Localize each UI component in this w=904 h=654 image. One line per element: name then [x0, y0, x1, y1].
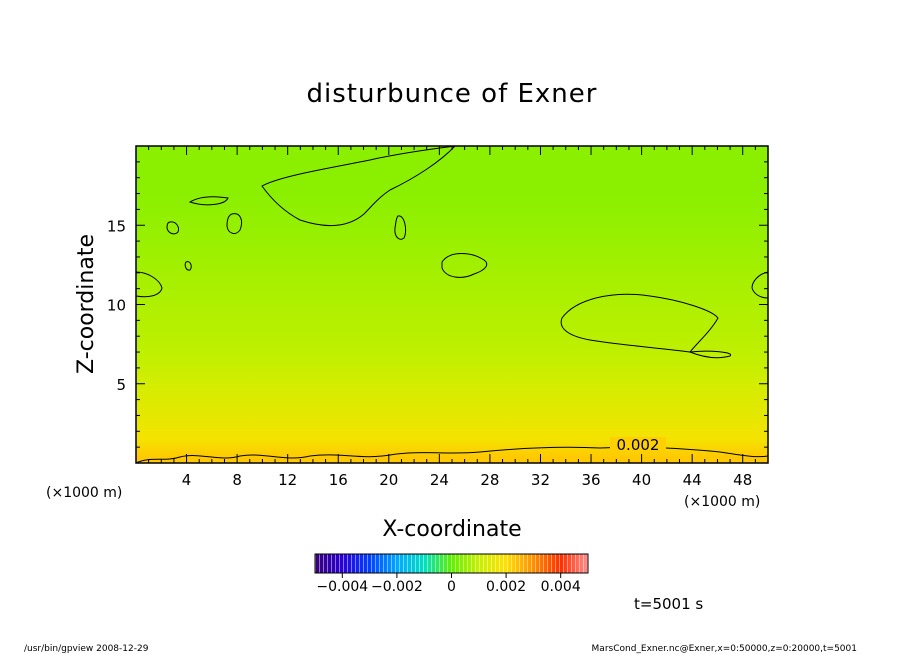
contour-blob-5: [394, 215, 407, 240]
x-axis-label: X-coordinate: [382, 517, 521, 542]
x-tick-label: 24: [430, 471, 449, 489]
contour-label: 0.002: [617, 436, 660, 454]
contour-blob-4: [184, 261, 192, 271]
colorbar-tick-label: 0.002: [486, 579, 526, 595]
x-tick-label: 28: [480, 471, 499, 489]
contour-blob-3: [166, 221, 179, 235]
colorbar: −0.004 −0.002 0 0.002 0.004: [314, 553, 589, 595]
contour-right-lobe: [560, 293, 732, 359]
y-tick-labels: 5 10 15: [107, 217, 126, 394]
y-tick-label: 10: [107, 297, 126, 315]
colorbar-tick-labels: −0.004 −0.002 0 0.002 0.004: [316, 579, 580, 595]
x-tick-label: 36: [581, 471, 600, 489]
y-axis-label: Z-coordinate: [74, 234, 99, 374]
x-tick-label: 16: [329, 471, 348, 489]
contour-lines: [135, 145, 769, 464]
x-tick-label: 12: [278, 471, 297, 489]
x-tick-label: 20: [379, 471, 398, 489]
x-tick-label: 44: [683, 471, 702, 489]
contour-blob-1: [188, 196, 229, 206]
x-tick-label: 4: [182, 471, 192, 489]
footer-right: MarsCond_Exner.nc@Exner,x=0:50000,z=0:20…: [592, 644, 857, 654]
colorbar-ticks: [341, 573, 562, 578]
heatmap-field: [136, 146, 768, 463]
time-label: t=5001 s: [634, 595, 703, 613]
x-unit-right: (×1000 m): [684, 494, 760, 510]
y-tick-label: 15: [107, 217, 126, 235]
colorbar-tick-label: −0.002: [371, 579, 423, 595]
colorbar-tick-label: −0.004: [316, 579, 368, 595]
chart-title: disturbunce of Exner: [307, 79, 598, 109]
plot-area: 0.002: [135, 145, 769, 464]
x-unit-left: (×1000 m): [46, 485, 122, 501]
contour-blob-6: [441, 253, 488, 278]
contour-left-edge: [135, 271, 163, 298]
colorbar-stripes: [315, 554, 588, 573]
x-tick-labels: 4 8 12 16 20 24 28 32 36 40 44 48: [182, 471, 752, 489]
contour-top-lobe: [261, 145, 457, 227]
contour-label-bg: [610, 437, 666, 452]
x-tick-label: 40: [632, 471, 651, 489]
x-tick-label: 32: [531, 471, 550, 489]
contour-right-edge: [751, 271, 769, 299]
y-tick-label: 5: [116, 376, 126, 394]
x-tick-label: 8: [232, 471, 242, 489]
x-tick-label: 48: [733, 471, 752, 489]
axis-ticks: [136, 146, 768, 463]
colorbar-tick-label: 0.004: [541, 579, 581, 595]
colorbar-tick-label: 0: [447, 579, 456, 595]
contour-blob-2: [226, 213, 243, 234]
contour-bottom: [135, 446, 769, 464]
footer-left: /usr/bin/gpview 2008-12-29: [24, 644, 149, 654]
